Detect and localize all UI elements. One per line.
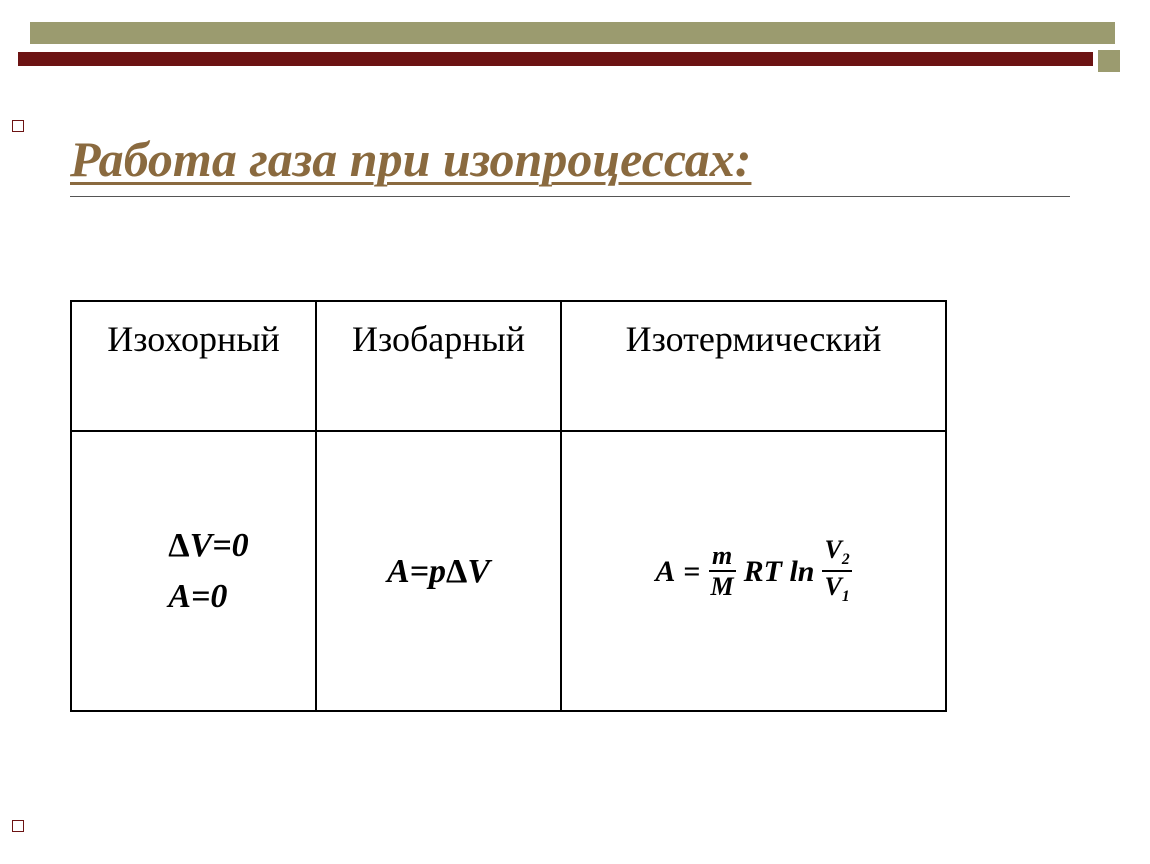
table-header-row: Изохорный Изобарный Изотермический [71, 301, 946, 431]
delta-icon: Δ [446, 553, 467, 590]
formula-text: A=p [387, 553, 446, 590]
left-edge-square-icon [12, 120, 24, 132]
fraction-numerator: m [710, 542, 734, 570]
var-subscript: 1 [842, 588, 850, 605]
formula-lhs: A [655, 549, 675, 594]
equals-sign: = [683, 549, 700, 594]
process-table: Изохорный Изобарный Изотермический ΔV=0 … [70, 300, 947, 712]
fraction-m-over-M: m M [709, 542, 736, 601]
var-subscript: 2 [842, 552, 850, 569]
formula-isobaric: A=pΔV [317, 432, 560, 710]
header-isobaric: Изобарный [317, 302, 560, 360]
page-title: Работа газа при изопроцессах: [70, 130, 1080, 188]
slide: Работа газа при изопроцессах: Изохорный … [0, 0, 1150, 864]
formula-text: V [467, 553, 490, 590]
fraction-numerator: V2 [822, 536, 851, 570]
title-block: Работа газа при изопроцессах: [70, 130, 1080, 197]
delta-icon: Δ [168, 527, 189, 564]
table-formula-row: ΔV=0 A=0 A=pΔV A = [71, 431, 946, 711]
top-olive-square [1098, 50, 1120, 72]
left-edge-square-icon [12, 820, 24, 832]
formula-isothermal: A = m M RT ln V2 [562, 432, 945, 710]
top-olive-bar [30, 22, 1115, 44]
var-base: V [824, 535, 841, 564]
formula-text: A=0 [168, 571, 248, 622]
var-base: V [824, 572, 841, 601]
formula-isochoric: ΔV=0 A=0 [72, 432, 315, 710]
fraction-denominator: V1 [822, 570, 851, 606]
title-underline-rule [70, 196, 1070, 197]
header-isothermal: Изотермический [562, 302, 945, 360]
top-maroon-bar [18, 52, 1093, 66]
header-isochoric: Изохорный [72, 302, 315, 360]
formula-rt-ln: RT ln [744, 549, 815, 594]
fraction-v2-over-v1: V2 V1 [822, 536, 851, 605]
formula-text: V=0 [190, 527, 249, 564]
fraction-denominator: M [709, 570, 736, 600]
